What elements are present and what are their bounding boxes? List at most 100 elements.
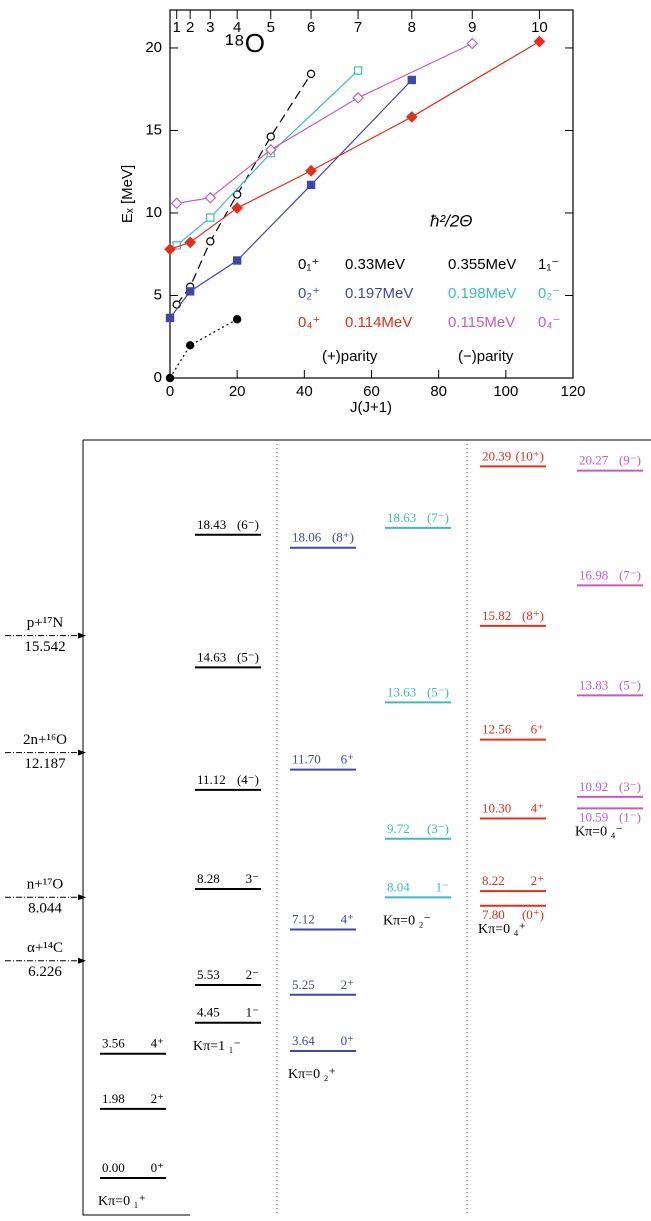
band-label: Kπ=1 ₁⁻ bbox=[193, 1039, 241, 1054]
legend-slope: 0.355MeV bbox=[448, 256, 516, 273]
legend-slope: 0.114MeV bbox=[345, 314, 412, 331]
y-tick-label: 15 bbox=[145, 121, 162, 138]
level-spin: 2⁻ bbox=[246, 967, 259, 982]
level-energy: 7.12 bbox=[292, 911, 315, 926]
level-spin: (9⁻) bbox=[619, 453, 641, 468]
level-energy: 3.56 bbox=[102, 1036, 125, 1051]
level-energy: 3.64 bbox=[292, 1033, 315, 1048]
level-energy: 10.92 bbox=[579, 779, 608, 794]
marker bbox=[164, 243, 176, 256]
threshold-name: α+¹⁴C bbox=[27, 940, 63, 956]
level-energy: 8.04 bbox=[387, 879, 410, 894]
level-spin: (10⁺) bbox=[515, 448, 544, 463]
legend-slope: 0.197MeV bbox=[345, 285, 413, 302]
legend-slope: 0.115MeV bbox=[448, 314, 515, 331]
x-tick-label: 100 bbox=[493, 383, 518, 400]
level-spin: 1⁻ bbox=[436, 879, 449, 894]
legend-name: 0₁⁺ bbox=[298, 256, 319, 273]
level-spin: (5⁻) bbox=[619, 677, 641, 692]
marker bbox=[533, 35, 546, 48]
level-spin: 6⁺ bbox=[531, 722, 544, 737]
top-tick-label: 5 bbox=[267, 19, 275, 36]
marker bbox=[232, 315, 242, 324]
marker bbox=[266, 132, 275, 141]
marker bbox=[306, 180, 316, 190]
threshold-arrow bbox=[78, 894, 86, 901]
level-energy: 0.00 bbox=[102, 1160, 125, 1175]
level-spin: 2⁺ bbox=[151, 1091, 164, 1106]
top-tick-label: 4 bbox=[233, 19, 241, 36]
x-tick-label: 20 bbox=[229, 383, 246, 400]
legend-name: 0₄⁻ bbox=[538, 314, 560, 331]
level-spin: (3⁻) bbox=[619, 779, 641, 794]
x-tick-label: 80 bbox=[430, 383, 447, 400]
level-spin: 0⁺ bbox=[341, 1033, 354, 1048]
level-spin: (5⁻) bbox=[237, 649, 259, 664]
top-tick-label: 10 bbox=[531, 19, 548, 36]
level-energy: 11.70 bbox=[292, 752, 321, 767]
threshold-arrow bbox=[78, 749, 86, 756]
level-spin: 4⁺ bbox=[151, 1036, 164, 1051]
top-tick-label: 9 bbox=[468, 19, 476, 36]
x-tick-label: 60 bbox=[363, 383, 380, 400]
y-tick-label: 10 bbox=[145, 204, 162, 221]
marker bbox=[170, 197, 183, 210]
y-tick-label: 5 bbox=[154, 286, 162, 303]
marker bbox=[165, 313, 175, 323]
level-energy: 8.22 bbox=[482, 873, 505, 888]
marker bbox=[232, 190, 242, 199]
level-spin: (0⁺) bbox=[522, 907, 544, 922]
marker bbox=[185, 341, 195, 350]
series-line bbox=[176, 42, 473, 204]
band-label: Kπ=0 ₂⁻ bbox=[383, 914, 431, 929]
level-energy: 14.63 bbox=[197, 649, 226, 664]
marker bbox=[206, 213, 215, 222]
parity-label: (−)parity bbox=[458, 348, 514, 365]
level-spin: (3⁻) bbox=[427, 821, 449, 836]
level-energy: 20.27 bbox=[579, 453, 609, 468]
threshold-name: p+¹⁷N bbox=[27, 615, 64, 631]
y-axis-title: Eₓ [MeV] bbox=[119, 165, 136, 223]
marker bbox=[305, 164, 317, 177]
top-tick-label: 7 bbox=[354, 19, 362, 36]
y-tick-label: 20 bbox=[145, 39, 162, 56]
level-energy: 18.63 bbox=[387, 510, 416, 525]
level-spin: 2⁺ bbox=[341, 977, 354, 992]
top-tick-label: 1 bbox=[173, 19, 181, 36]
legend-name: 0₂⁺ bbox=[298, 285, 320, 302]
level-spin: 4⁺ bbox=[341, 911, 354, 926]
marker bbox=[231, 202, 244, 214]
marker bbox=[165, 373, 175, 383]
level-energy: 5.53 bbox=[197, 967, 220, 982]
legend-name: 1₁⁻ bbox=[538, 256, 559, 273]
level-spin: (7⁻) bbox=[427, 510, 449, 525]
legend-slope: 0.198MeV bbox=[448, 285, 516, 302]
series-line bbox=[169, 318, 238, 379]
marker bbox=[206, 237, 215, 246]
threshold-energy: 6.226 bbox=[28, 964, 62, 980]
level-energy: 11.12 bbox=[197, 772, 226, 787]
level-spin: 0⁺ bbox=[151, 1160, 164, 1175]
marker bbox=[172, 300, 181, 309]
level-energy: 7.80 bbox=[482, 907, 505, 922]
level-energy: 18.43 bbox=[197, 517, 226, 532]
level-spin: (6⁻) bbox=[237, 517, 259, 532]
level-spin: 6⁺ bbox=[341, 752, 354, 767]
marker bbox=[352, 91, 364, 104]
level-energy: 1.98 bbox=[102, 1091, 125, 1106]
marker bbox=[466, 37, 479, 50]
band-label: Kπ=0 ₁⁺ bbox=[98, 1194, 146, 1209]
threshold-energy: 15.542 bbox=[24, 639, 65, 655]
marker bbox=[407, 75, 417, 85]
top-tick-label: 2 bbox=[186, 19, 194, 36]
marker bbox=[264, 143, 277, 156]
series-line bbox=[176, 73, 312, 305]
level-spin: (1⁻) bbox=[619, 809, 641, 824]
level-spin: (5⁻) bbox=[427, 684, 449, 699]
threshold-energy: 8.044 bbox=[28, 901, 62, 917]
band-label: Kπ=0 ₄⁺ bbox=[478, 922, 526, 937]
parity-label: (+)parity bbox=[322, 348, 378, 365]
threshold-name: 2n+¹⁶O bbox=[23, 732, 67, 748]
legend-slope: 0.33MeV bbox=[345, 256, 405, 273]
